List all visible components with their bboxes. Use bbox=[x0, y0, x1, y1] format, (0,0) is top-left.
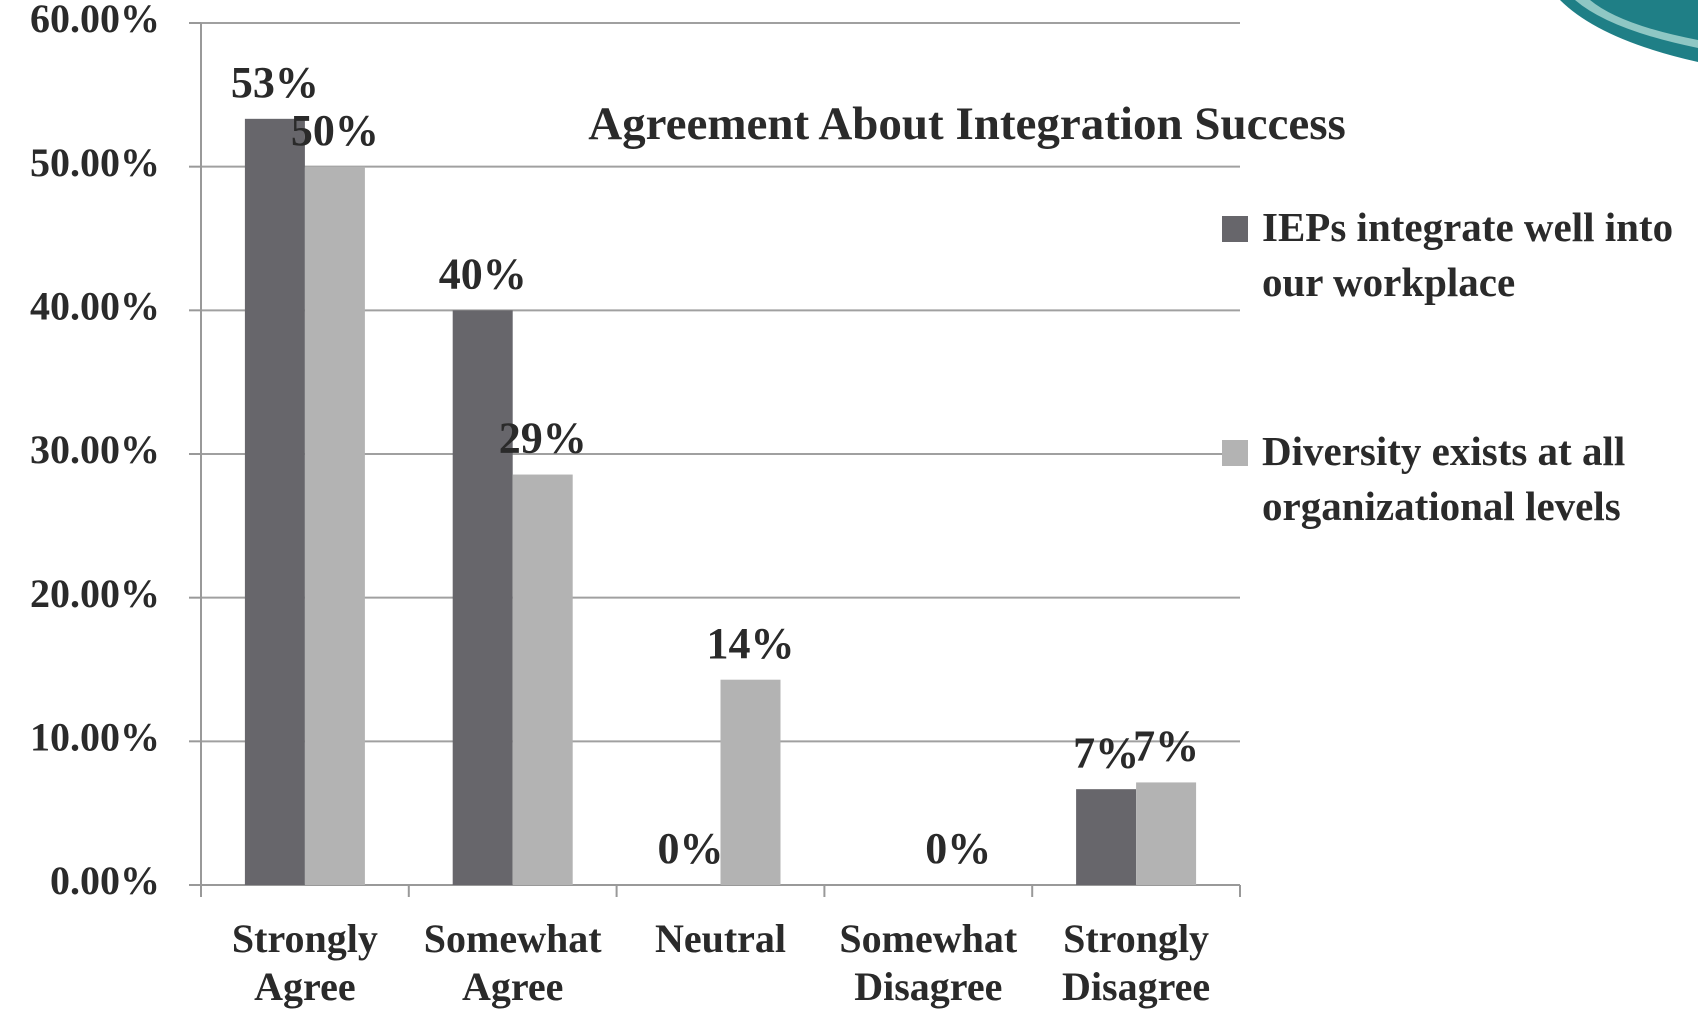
legend-label: Diversity exists at all organizational l… bbox=[1262, 428, 1626, 529]
legend-item: IEPs integrate well into our workplace bbox=[1222, 200, 1692, 310]
data-label: 29% bbox=[499, 414, 587, 463]
decoration bbox=[1560, 0, 1698, 62]
legend-swatch bbox=[1222, 440, 1248, 466]
y-tick-label: 40.00% bbox=[30, 284, 160, 329]
y-tick-label: 20.00% bbox=[30, 571, 160, 616]
legend-label: IEPs integrate well into our workplace bbox=[1262, 204, 1674, 305]
data-label: 0% bbox=[925, 824, 991, 873]
bar bbox=[452, 310, 513, 885]
data-label: 40% bbox=[439, 249, 527, 298]
x-tick-label: Neutral bbox=[654, 916, 787, 961]
data-label: 7% bbox=[1133, 722, 1199, 771]
data-label: 14% bbox=[707, 619, 795, 668]
legend-item: Diversity exists at all organizational l… bbox=[1222, 424, 1692, 534]
x-tick-label: Somewhat Disagree bbox=[839, 916, 1018, 1009]
data-label: 0% bbox=[658, 824, 724, 873]
decoration bbox=[1575, 0, 1698, 48]
bar bbox=[720, 679, 781, 885]
bar bbox=[304, 166, 365, 885]
y-tick-label: 0.00% bbox=[50, 858, 160, 903]
data-label: 50% bbox=[291, 106, 379, 155]
bar bbox=[1136, 782, 1197, 885]
y-tick-label: 50.00% bbox=[30, 140, 160, 185]
x-tick-label: Strongly Disagree bbox=[1062, 916, 1211, 1009]
bar bbox=[512, 474, 573, 885]
x-tick-label: Strongly Agree bbox=[231, 916, 378, 1009]
data-label: 7% bbox=[1073, 728, 1139, 777]
chart-title: Agreement About Integration Success bbox=[588, 98, 1346, 150]
y-tick-label: 30.00% bbox=[30, 427, 160, 472]
bar bbox=[244, 118, 305, 885]
data-label: 53% bbox=[231, 58, 319, 107]
y-tick-label: 60.00% bbox=[30, 0, 160, 41]
bar bbox=[1076, 789, 1137, 885]
x-tick-label: Somewhat Agree bbox=[423, 916, 602, 1009]
legend-swatch bbox=[1222, 216, 1248, 242]
y-tick-label: 10.00% bbox=[30, 715, 160, 760]
